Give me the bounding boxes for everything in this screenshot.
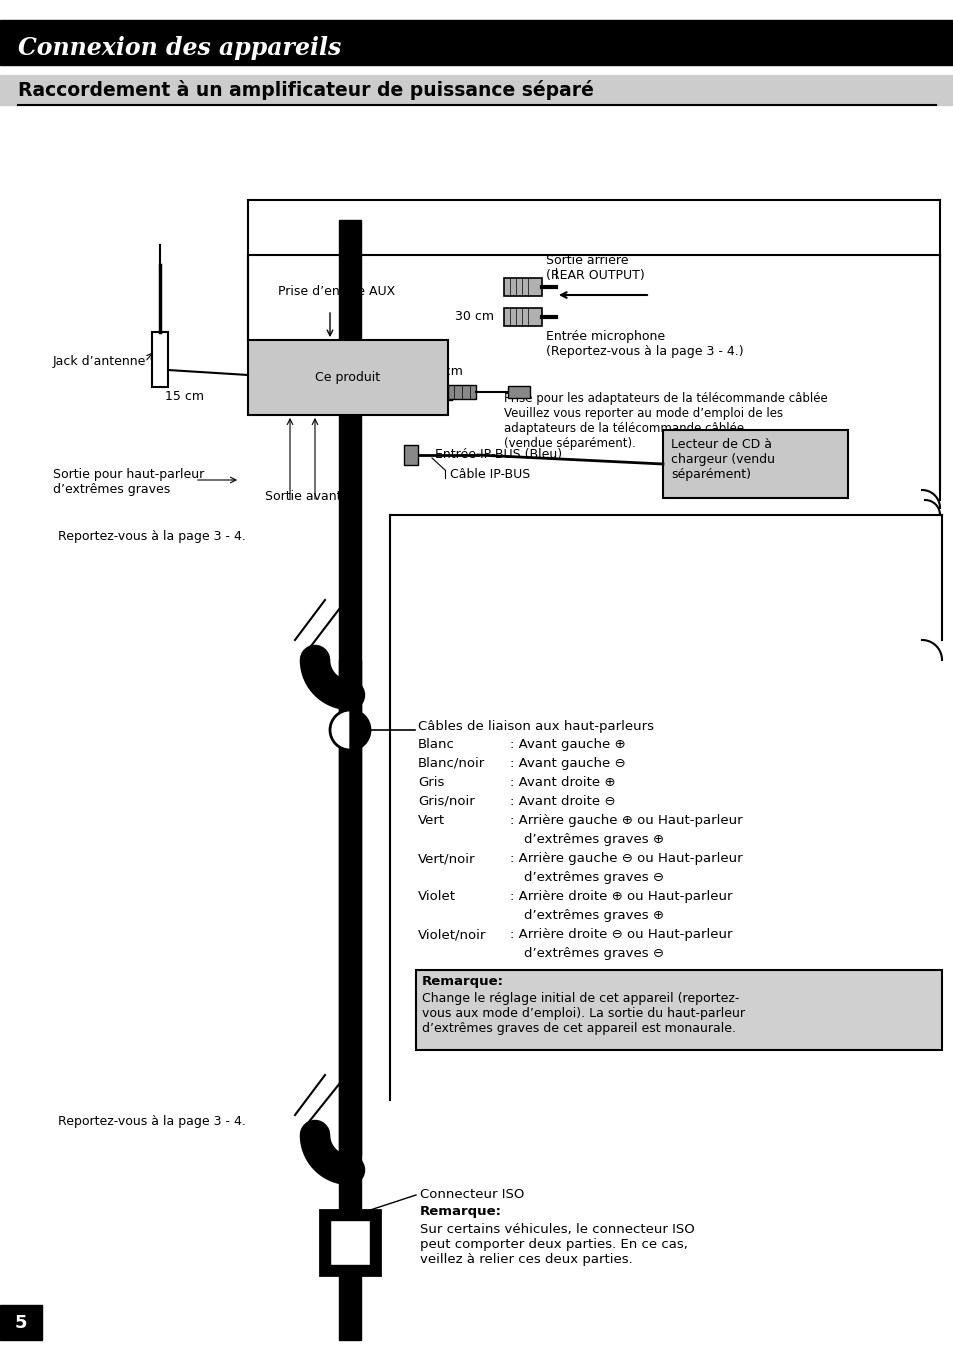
Polygon shape xyxy=(350,710,370,750)
Bar xyxy=(338,415,360,1155)
Text: Change le réglage initial de cet appareil (reportez-
vous aux mode d’emploi). La: Change le réglage initial de cet apparei… xyxy=(421,992,744,1036)
Text: d’extrêmes graves ⊖: d’extrêmes graves ⊖ xyxy=(523,871,663,884)
Text: 14 cm: 14 cm xyxy=(423,365,462,379)
Bar xyxy=(338,660,360,1340)
Bar xyxy=(152,333,168,387)
Text: : Avant droite ⊖: : Avant droite ⊖ xyxy=(510,795,615,808)
Bar xyxy=(507,387,530,397)
Bar xyxy=(416,969,941,1051)
Text: Câbles de liaison aux haut-parleurs: Câbles de liaison aux haut-parleurs xyxy=(417,721,654,733)
Bar xyxy=(0,20,953,65)
Text: Vert/noir: Vert/noir xyxy=(417,852,475,865)
Text: 5: 5 xyxy=(14,1314,28,1332)
Text: Connecteur ISO: Connecteur ISO xyxy=(419,1188,524,1201)
Text: Vert: Vert xyxy=(417,814,445,827)
Bar xyxy=(248,339,448,415)
Text: d’extrêmes graves ⊕: d’extrêmes graves ⊕ xyxy=(523,833,663,846)
Text: Blanc/noir: Blanc/noir xyxy=(417,757,485,771)
Text: Prise d’entrée AUX: Prise d’entrée AUX xyxy=(277,285,395,297)
Bar xyxy=(338,220,360,339)
Bar xyxy=(662,430,847,498)
Circle shape xyxy=(330,710,370,750)
Bar xyxy=(503,279,541,296)
Text: Raccordement à un amplificateur de puissance séparé: Raccordement à un amplificateur de puiss… xyxy=(18,80,594,100)
Text: Lecteur de CD à
chargeur (vendu
séparément): Lecteur de CD à chargeur (vendu séparéme… xyxy=(670,438,774,481)
Text: Entrée IP-BUS (Bleu): Entrée IP-BUS (Bleu) xyxy=(435,448,561,461)
Text: Connexion des appareils: Connexion des appareils xyxy=(18,37,341,59)
Text: Sortie arrière
(REAR OUTPUT): Sortie arrière (REAR OUTPUT) xyxy=(545,254,644,283)
Text: : Arrière gauche ⊖ ou Haut-parleur: : Arrière gauche ⊖ ou Haut-parleur xyxy=(510,852,741,865)
Text: : Arrière droite ⊖ ou Haut-parleur: : Arrière droite ⊖ ou Haut-parleur xyxy=(510,927,732,941)
Text: : Avant gauche ⊖: : Avant gauche ⊖ xyxy=(510,757,625,771)
Text: d’extrêmes graves ⊕: d’extrêmes graves ⊕ xyxy=(523,909,663,922)
Text: d’extrêmes graves ⊖: d’extrêmes graves ⊖ xyxy=(523,946,663,960)
Text: 15 cm: 15 cm xyxy=(165,389,204,403)
Text: Entrée microphone
(Reportez-vous à la page 3 - 4.): Entrée microphone (Reportez-vous à la pa… xyxy=(545,330,742,358)
Text: Prise pour les adaptateurs de la télécommande câblée
Veuillez vous reporter au m: Prise pour les adaptateurs de la télécom… xyxy=(503,392,827,450)
Bar xyxy=(0,74,953,105)
Text: Blanc: Blanc xyxy=(417,738,455,750)
Text: : Arrière gauche ⊕ ou Haut-parleur: : Arrière gauche ⊕ ou Haut-parleur xyxy=(510,814,741,827)
Text: Sortie pour haut-parleur
d’extrêmes graves: Sortie pour haut-parleur d’extrêmes grav… xyxy=(53,468,204,496)
Text: Remarque:: Remarque: xyxy=(421,975,503,988)
Text: Gris: Gris xyxy=(417,776,444,790)
Text: Sur certains véhicules, le connecteur ISO
peut comporter deux parties. En ce cas: Sur certains véhicules, le connecteur IS… xyxy=(419,1224,694,1265)
Text: Jack d’antenne: Jack d’antenne xyxy=(53,356,146,368)
Text: Reportez-vous à la page 3 - 4.: Reportez-vous à la page 3 - 4. xyxy=(58,1115,246,1128)
Bar xyxy=(330,1220,370,1265)
Text: Violet/noir: Violet/noir xyxy=(417,927,486,941)
Text: Remarque:: Remarque: xyxy=(419,1205,501,1218)
Text: 30 cm: 30 cm xyxy=(455,310,494,323)
Text: Sortie avant: Sortie avant xyxy=(265,489,341,503)
Bar xyxy=(403,445,417,465)
Bar xyxy=(0,1305,42,1340)
Bar xyxy=(448,385,476,399)
Text: Ce produit: Ce produit xyxy=(315,370,380,384)
Text: : Avant gauche ⊕: : Avant gauche ⊕ xyxy=(510,738,625,750)
Text: Reportez-vous à la page 3 - 4.: Reportez-vous à la page 3 - 4. xyxy=(58,530,246,544)
Bar xyxy=(319,1210,379,1275)
Text: Gris/noir: Gris/noir xyxy=(417,795,475,808)
Text: : Avant droite ⊕: : Avant droite ⊕ xyxy=(510,776,615,790)
Bar xyxy=(503,308,541,326)
Text: Violet: Violet xyxy=(417,890,456,903)
Text: : Arrière droite ⊕ ou Haut-parleur: : Arrière droite ⊕ ou Haut-parleur xyxy=(510,890,732,903)
Text: Câble IP-BUS: Câble IP-BUS xyxy=(450,468,530,481)
